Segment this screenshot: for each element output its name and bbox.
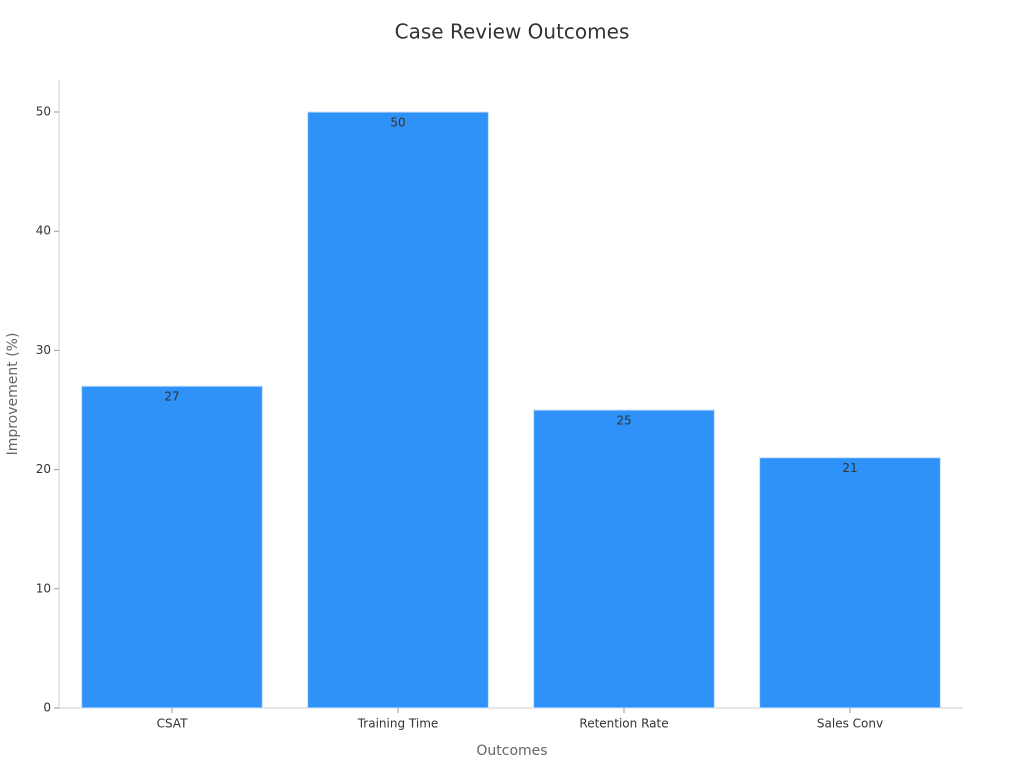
bar: [759, 457, 941, 709]
y-tick-label: 40: [36, 224, 51, 238]
chart-title: Case Review Outcomes: [395, 20, 630, 44]
y-axis-title: Improvement (%): [5, 333, 21, 456]
bar: [533, 409, 715, 709]
value-label: 27: [164, 390, 179, 404]
x-tick-label: Sales Conv: [817, 717, 883, 731]
value-label: 21: [842, 461, 857, 475]
y-tick-label: 50: [36, 105, 51, 119]
x-axis-title: Outcomes: [476, 743, 547, 759]
value-label: 50: [390, 116, 405, 130]
x-tick-label: Retention Rate: [579, 717, 668, 731]
y-tick-label: 20: [36, 462, 51, 476]
bar: [81, 385, 263, 709]
y-tick-label: 10: [36, 581, 51, 595]
x-tick-label: CSAT: [157, 717, 188, 731]
value-label: 25: [616, 414, 631, 428]
y-tick-label: 30: [36, 343, 51, 357]
x-tick-label: Training Time: [357, 717, 439, 731]
y-tick-label: 0: [43, 701, 51, 715]
bar: [307, 111, 489, 709]
